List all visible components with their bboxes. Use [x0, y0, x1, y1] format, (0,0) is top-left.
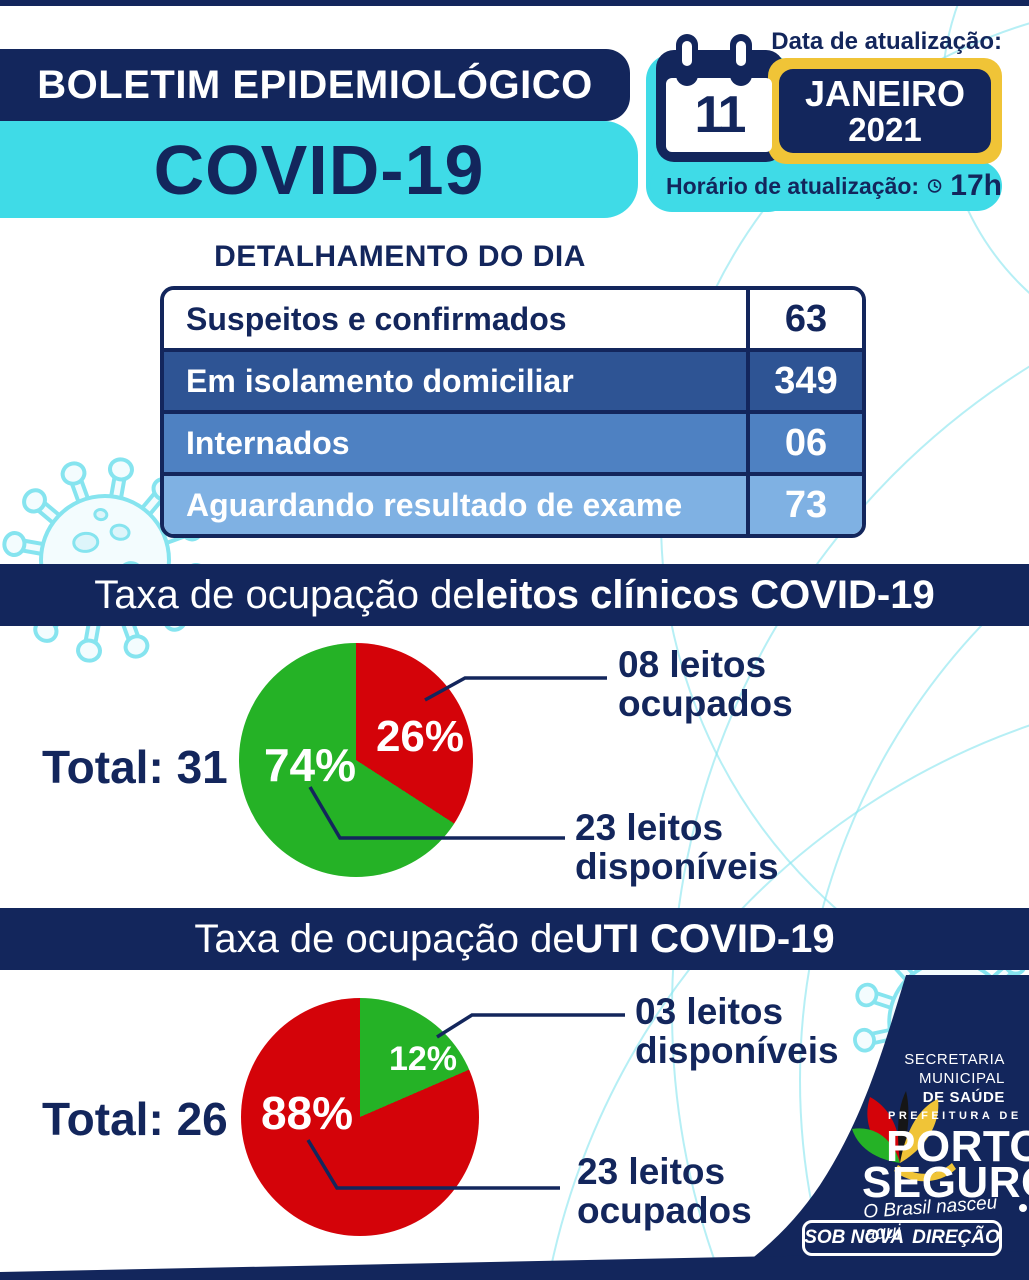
section-banner-clinical: Taxa de ocupação de leitos clínicos COVI… — [0, 564, 1029, 626]
calendar-ring-icon — [730, 34, 752, 86]
callout-available-uti: 03 leitos disponíveis — [635, 991, 839, 1071]
row-value: 06 — [746, 414, 862, 472]
table-row: Aguardando resultado de exame 73 — [164, 472, 862, 534]
row-label: Em isolamento domiciliar — [186, 362, 574, 399]
month-box-inner: JANEIRO 2021 — [779, 69, 991, 153]
year-label: 2021 — [848, 110, 922, 148]
daily-table: Suspeitos e confirmados 63 Em isolamento… — [160, 286, 866, 538]
table-row: Em isolamento domiciliar 349 — [164, 348, 862, 410]
row-value: 63 — [746, 290, 862, 348]
clock-icon — [927, 179, 942, 193]
calendar-page: 11 — [666, 78, 772, 152]
row-label: Aguardando resultado de exame — [186, 486, 683, 523]
table-row: Internados 06 — [164, 410, 862, 472]
calendar-day: 11 — [694, 86, 747, 144]
row-value: 349 — [746, 352, 862, 410]
sob-nova-direcao-badge: SOB NOVA DIREÇÃO — [802, 1220, 1002, 1256]
header-banner: BOLETIM EPIDEMIOLÓGICO — [0, 49, 630, 121]
pct-label-occupied: 88% — [260, 1087, 354, 1139]
page-title: BOLETIM EPIDEMIOLÓGICO — [37, 62, 593, 107]
pct-label-available: 12% — [388, 1040, 458, 1078]
row-label: Suspeitos e confirmados — [186, 300, 567, 337]
banner-text-bold: leitos clínicos COVID-19 — [474, 572, 935, 617]
pct-label-available: 74% — [263, 739, 357, 791]
org-line: SECRETARIA — [904, 1051, 1005, 1068]
leader-line — [436, 1013, 625, 1039]
row-value: 73 — [746, 476, 862, 534]
month-label: JANEIRO — [804, 72, 966, 114]
section-banner-uti: Taxa de ocupação de UTI COVID-19 — [0, 908, 1029, 970]
update-time-label: Horário de atualização: — [666, 172, 920, 199]
callout-available-clinical: 23 leitos disponíveis — [575, 807, 779, 887]
pct-label-occupied: 26% — [375, 712, 465, 761]
covid-banner: COVID-19 — [0, 121, 638, 218]
daily-heading: DETALHAMENTO DO DIA — [214, 240, 586, 273]
prefeitura-label: PREFEITURA DE — [888, 1110, 1022, 1122]
update-time-strip: Horário de atualização: 17h — [650, 161, 1002, 211]
banner-text: Taxa de ocupação de — [94, 572, 475, 617]
banner-text-bold: UTI COVID-19 — [574, 916, 835, 961]
callout-occupied-clinical: 08 leitos ocupados — [618, 644, 793, 724]
calendar-ring-icon — [676, 34, 698, 86]
callout-occupied-uti: 23 leitos ocupados — [577, 1151, 752, 1231]
total-uti-label: Total: 26 — [42, 1093, 228, 1145]
top-strip — [0, 0, 1029, 6]
total-clinical-label: Total: 31 — [42, 741, 228, 793]
page-subtitle: COVID-19 — [153, 130, 485, 209]
update-time-value: 17h — [950, 169, 1002, 202]
table-row: Suspeitos e confirmados 63 — [164, 290, 862, 348]
badge-text-left: SOB NOVA — [804, 1227, 905, 1248]
row-label: Internados — [186, 424, 350, 461]
badge-text-right: DIREÇÃO — [912, 1227, 1000, 1248]
banner-text: Taxa de ocupação de — [194, 916, 575, 961]
